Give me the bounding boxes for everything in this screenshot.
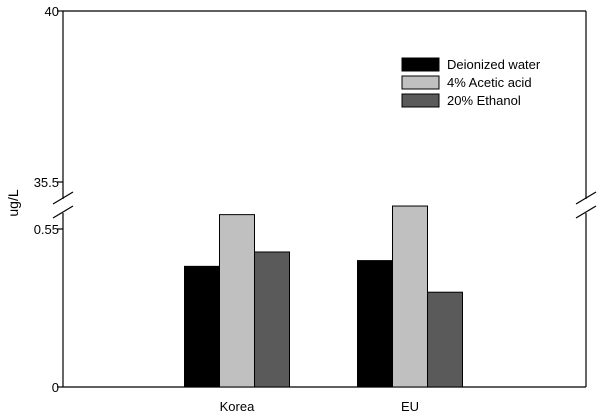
axis-break-mark bbox=[52, 205, 74, 219]
legend-label: 4% Acetic acid bbox=[447, 75, 532, 90]
y-tick-label: 0 bbox=[52, 380, 59, 395]
axis-break-mark bbox=[575, 191, 597, 205]
x-category-label: Korea bbox=[220, 399, 255, 414]
legend-label: Deionized water bbox=[447, 57, 541, 72]
y-tick-label: 0.55 bbox=[34, 222, 59, 237]
legend: Deionized water 4% Acetic acid 20% Ethanol bbox=[401, 57, 541, 108]
bar-eu-deionized-water bbox=[357, 260, 393, 388]
y-tick-label: 40 bbox=[45, 4, 59, 19]
x-axis-categories: Korea EU bbox=[220, 399, 419, 414]
legend-swatch bbox=[401, 93, 440, 108]
bar-eu-4-acetic-acid bbox=[392, 205, 428, 388]
legend-label: 20% Ethanol bbox=[447, 93, 521, 108]
axes-frame bbox=[52, 10, 597, 388]
bar-korea-4-acetic-acid bbox=[219, 214, 255, 388]
axis-break-mark bbox=[52, 191, 74, 205]
bar-korea-20-ethanol bbox=[254, 251, 290, 388]
y-axis-title: ug/L bbox=[5, 189, 21, 216]
bar-eu-20-ethanol bbox=[427, 291, 463, 388]
legend-swatch bbox=[401, 57, 440, 72]
bars bbox=[184, 205, 463, 388]
x-category-label: EU bbox=[401, 399, 419, 414]
bar-korea-deionized-water bbox=[184, 265, 220, 388]
y-tick-label: 35.5 bbox=[34, 175, 59, 190]
legend-swatch bbox=[401, 75, 440, 90]
axis-break-mark bbox=[575, 205, 597, 219]
y-axis-ticks: 35.5 40 0 0.55 bbox=[34, 4, 63, 395]
